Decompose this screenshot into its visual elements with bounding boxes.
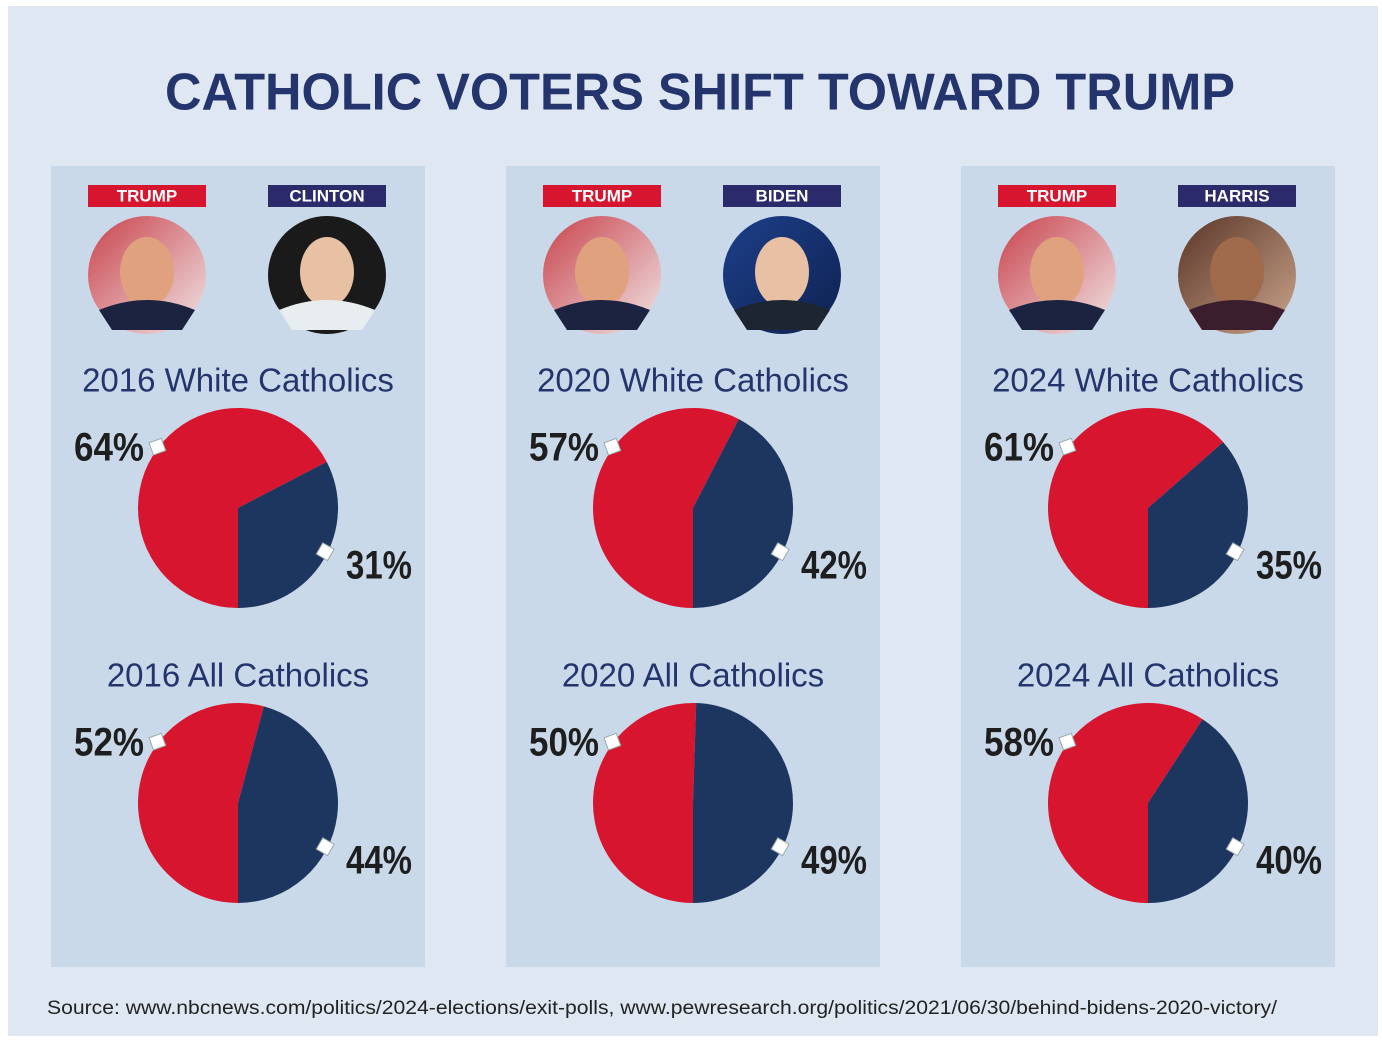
label-marker (603, 732, 622, 751)
pie-slice (592, 408, 739, 608)
label-marker (148, 437, 167, 456)
candidate-label: TRUMP (117, 186, 177, 205)
pie-title: 2016 All Catholics (107, 657, 369, 694)
pie-title: 2016 White Catholics (82, 362, 394, 399)
pie-title: 2024 White Catholics (992, 362, 1304, 399)
candidate-face (1030, 237, 1084, 307)
candidate-shoulders (1189, 300, 1285, 330)
candidate-shoulders (734, 300, 830, 330)
pie-slice (592, 703, 697, 903)
label-marker (315, 837, 335, 857)
value-label: 49% (801, 839, 867, 883)
candidate-label: TRUMP (1027, 186, 1087, 205)
pie-slice (1048, 703, 1203, 903)
candidate-label-bg (723, 185, 841, 207)
candidate-face (755, 237, 809, 307)
label-marker (603, 437, 622, 456)
label-marker (770, 542, 790, 562)
candidate-label: TRUMP (572, 186, 632, 205)
pie-title: 2020 All Catholics (562, 657, 824, 694)
pie-slice (238, 706, 338, 903)
candidate-label-bg (88, 185, 206, 207)
pie-slice (1047, 408, 1224, 608)
value-label: 50% (529, 721, 599, 765)
pie-slice (238, 461, 339, 608)
value-label: 52% (74, 721, 144, 765)
candidate-shoulders (554, 300, 650, 330)
value-label: 40% (1256, 839, 1322, 883)
source: Source: www.nbcnews.com/politics/2024-el… (47, 998, 1278, 1019)
label-marker (770, 837, 790, 857)
value-label: 64% (74, 426, 144, 470)
candidate-shoulders (99, 300, 195, 330)
value-label: 44% (346, 839, 412, 883)
candidate-shoulders (1009, 300, 1105, 330)
candidate-label-bg (998, 185, 1116, 207)
pie-slice (1148, 442, 1248, 608)
label-marker (1058, 437, 1077, 456)
value-label: 58% (984, 721, 1054, 765)
pie-slice (693, 419, 793, 608)
label-marker (1225, 542, 1245, 562)
value-label: 57% (529, 426, 599, 470)
candidate-label: HARRIS (1204, 186, 1269, 205)
label-marker (1058, 732, 1077, 751)
value-label: 61% (984, 426, 1054, 470)
pie-slice (138, 408, 327, 608)
candidate-shoulders (279, 300, 375, 330)
pie-slice (137, 702, 264, 903)
pie-title: 2020 White Catholics (537, 362, 849, 399)
label-marker (148, 732, 167, 751)
candidate-face (300, 237, 354, 307)
label-marker (315, 542, 335, 562)
title: CATHOLIC VOTERS SHIFT TOWARD TRUMP (165, 64, 1235, 122)
value-label: 35% (1256, 544, 1322, 588)
pie-title: 2024 All Catholics (1017, 657, 1279, 694)
label-marker (1225, 837, 1245, 857)
candidate-label-bg (543, 185, 661, 207)
value-label: 42% (801, 544, 867, 588)
value-label: 31% (346, 544, 412, 588)
candidate-label: CLINTON (289, 186, 364, 205)
candidate-face (575, 237, 629, 307)
candidate-label: BIDEN (756, 186, 809, 205)
candidate-label-bg (1178, 185, 1296, 207)
pie-slice (693, 703, 793, 903)
candidate-label-bg (268, 185, 386, 207)
candidate-face (120, 237, 174, 307)
candidate-face (1210, 237, 1264, 307)
pie-slice (1148, 719, 1248, 903)
